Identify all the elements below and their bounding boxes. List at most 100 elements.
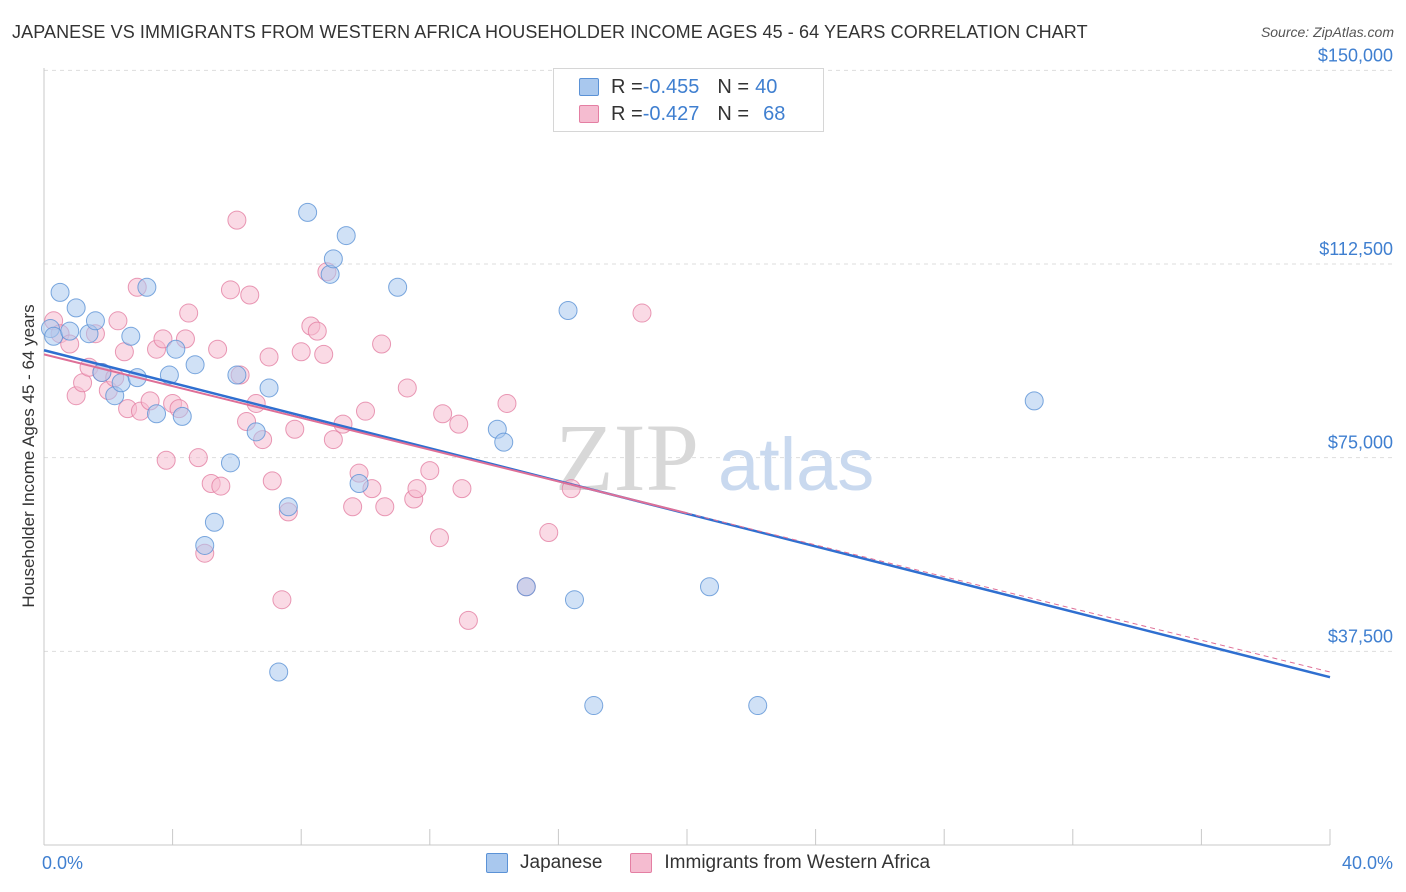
japanese-point (227, 365, 247, 385)
wafrica-point (314, 344, 334, 364)
japanese-point (278, 497, 298, 517)
japanese-trend-line (43, 349, 1331, 679)
japanese-point (85, 311, 105, 331)
wafrica-point (323, 430, 343, 450)
japanese-point (564, 590, 584, 610)
legend-n-label: N = (717, 75, 750, 98)
x-tick-labels: 0.0% 40.0% (42, 853, 1393, 873)
japanese-point (185, 355, 205, 375)
x-tick-label: 0.0% (42, 853, 83, 873)
wafrica-point (108, 311, 128, 331)
wafrica-point (285, 419, 305, 439)
japanese-point (298, 202, 318, 222)
legend-r-label: R = (611, 102, 643, 125)
wafrica-point (262, 471, 282, 491)
series-legend: Japanese Immigrants from Western Africa (486, 852, 958, 874)
legend-n-value: 68 (763, 102, 786, 125)
legend-row-japanese: R = -0.455 N = 40 (579, 75, 777, 99)
y-tick-label: $37,500 (1328, 626, 1393, 646)
source-label: Source: ZipAtlas.com (1260, 24, 1394, 40)
wafrica-point (429, 528, 449, 548)
japanese-point (159, 365, 179, 385)
wafrica-point (407, 479, 427, 499)
japanese-point (166, 339, 186, 359)
japanese-point (195, 535, 215, 555)
watermark: ZIP atlas (555, 404, 874, 511)
wafrica-point (227, 210, 247, 230)
wafrica-point (307, 321, 327, 341)
japanese-point (320, 264, 340, 284)
japanese-point (137, 277, 157, 297)
japanese-point (323, 249, 343, 269)
y-tick-label: $75,000 (1328, 433, 1393, 453)
japanese-point (748, 696, 768, 716)
japanese-point (204, 512, 224, 532)
wafrica-point (259, 347, 279, 367)
wafrica-point (632, 303, 652, 323)
data-points (40, 202, 1044, 716)
wafrica-point (156, 450, 176, 470)
wafrica-point (458, 610, 478, 630)
y-tick-label: $150,000 (1318, 45, 1393, 65)
wafrica-trend-line (43, 353, 688, 515)
wafrica-point (291, 342, 311, 362)
japanese-point (44, 326, 64, 346)
grid-lines (44, 69, 1395, 652)
wafrica-point (343, 497, 363, 517)
wafrica-point (449, 414, 469, 434)
legend-swatch-japanese (579, 78, 599, 96)
axes (43, 68, 1331, 846)
japanese-point (147, 404, 167, 424)
wafrica-point (211, 476, 231, 496)
legend-label-wafrica: Immigrants from Western Africa (664, 852, 931, 873)
wafrica-point (420, 461, 440, 481)
wafrica-point (188, 448, 208, 468)
x-tick-label: 40.0% (1342, 853, 1393, 873)
legend-row-wafrica: R = -0.427 N = 68 (579, 102, 785, 126)
japanese-point (494, 432, 514, 452)
legend-r-label: R = (611, 75, 643, 98)
japanese-point (269, 662, 289, 682)
wafrica-point (208, 339, 228, 359)
japanese-point (111, 373, 131, 393)
legend-r-value: -0.455 (642, 75, 700, 98)
japanese-point (259, 378, 279, 398)
y-tick-labels: $37,500 $75,000 $112,500 $150,000 (1318, 45, 1393, 646)
japanese-point (1024, 391, 1044, 411)
legend-swatch-wafrica (630, 853, 653, 873)
japanese-point (66, 298, 86, 318)
wafrica-point (240, 285, 260, 305)
watermark-atlas: atlas (718, 423, 874, 506)
japanese-point (516, 577, 536, 597)
correlation-legend: R = -0.455 N = 40 R = -0.427 N = 68 (553, 68, 824, 132)
wafrica-point (272, 590, 292, 610)
japanese-point (172, 406, 192, 426)
wafrica-point (220, 280, 240, 300)
legend-item-wafrica[interactable]: Immigrants from Western Africa (630, 852, 930, 874)
y-axis-title: Householder Income Ages 45 - 64 years (19, 304, 38, 607)
japanese-point (558, 300, 578, 320)
japanese-point (50, 282, 70, 302)
legend-label-japanese: Japanese (520, 852, 603, 873)
japanese-point (388, 277, 408, 297)
wafrica-point (153, 329, 173, 349)
wafrica-point (397, 378, 417, 398)
wafrica-trend-line-extension (686, 512, 1331, 673)
japanese-point (584, 696, 604, 716)
wafrica-point (179, 303, 199, 323)
legend-n-value: 40 (755, 75, 778, 98)
wafrica-point (497, 393, 517, 413)
japanese-point (246, 422, 266, 442)
wafrica-point (452, 479, 472, 499)
wafrica-point (375, 497, 395, 517)
y-tick-label: $112,500 (1319, 239, 1393, 259)
japanese-point (336, 226, 356, 246)
japanese-point (700, 577, 720, 597)
japanese-point (349, 473, 369, 493)
legend-item-japanese[interactable]: Japanese (486, 852, 602, 874)
legend-n-label: N = (717, 102, 750, 125)
wafrica-point (539, 523, 559, 543)
wafrica-point (433, 404, 453, 424)
legend-r-value: -0.427 (642, 102, 700, 125)
